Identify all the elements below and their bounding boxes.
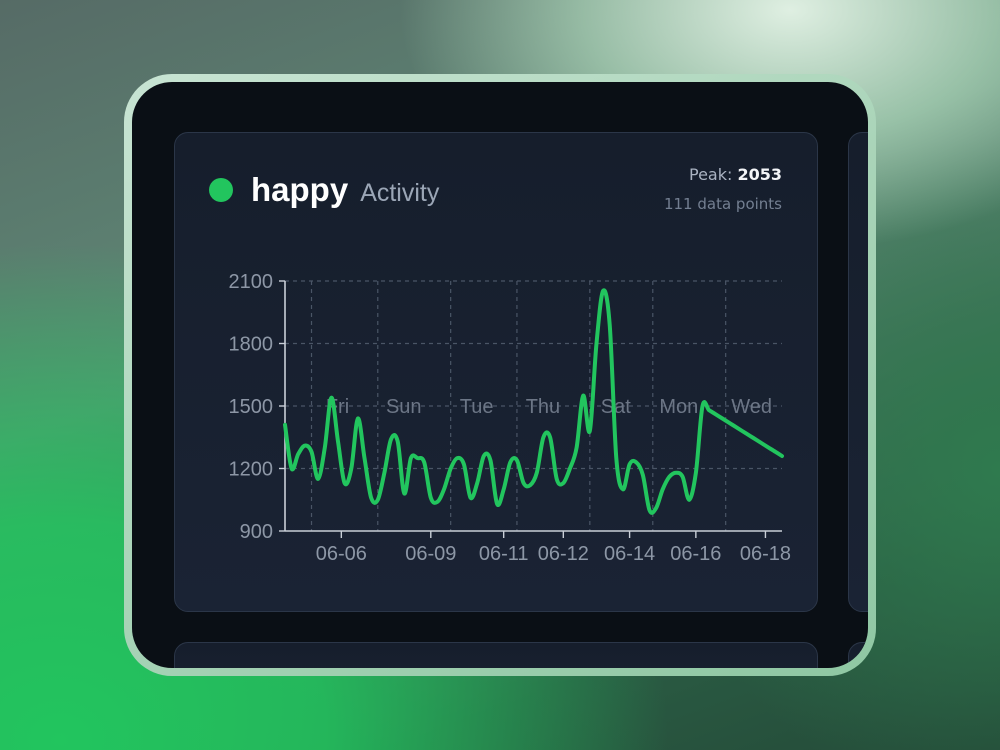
below-right-card-peek[interactable] xyxy=(848,642,868,668)
y-tick-label: 1500 xyxy=(229,396,274,418)
x-tick-label: 06-16 xyxy=(670,543,721,565)
data-points-count: 111 data points xyxy=(663,195,782,213)
x-tick-label: 06-18 xyxy=(740,543,791,565)
status-dot-icon xyxy=(209,178,233,202)
day-label: Tue xyxy=(460,396,494,418)
peak-stat: Peak: 2053 xyxy=(689,165,782,184)
x-tick-label: 06-12 xyxy=(538,543,589,565)
card-subtitle: Activity xyxy=(360,179,440,207)
device-screen: happy Activity Peak: 2053 111 data point… xyxy=(132,82,868,668)
y-tick-label: 1200 xyxy=(229,459,274,481)
x-tick-label: 06-14 xyxy=(604,543,655,565)
day-label: Mon xyxy=(659,396,698,418)
activity-card[interactable]: happy Activity Peak: 2053 111 data point… xyxy=(174,132,818,612)
next-card-peek[interactable] xyxy=(848,132,868,612)
x-tick-label: 06-06 xyxy=(316,543,367,565)
below-card-peek[interactable] xyxy=(174,642,818,668)
day-label: Sun xyxy=(386,396,422,418)
day-label: Wed xyxy=(731,396,772,418)
day-label: Thu xyxy=(526,396,560,418)
card-title: happy xyxy=(251,171,349,208)
x-tick-label: 06-11 xyxy=(479,543,529,565)
peak-value: 2053 xyxy=(737,165,782,184)
peak-label: Peak: xyxy=(688,165,733,184)
card-header: happy Activity xyxy=(209,171,439,209)
y-tick-label: 900 xyxy=(240,521,273,543)
y-tick-label: 1800 xyxy=(229,334,274,356)
y-tick-label: 2100 xyxy=(229,271,274,293)
day-label: Sat xyxy=(601,396,631,418)
x-tick-label: 06-09 xyxy=(405,543,456,565)
series-line-happy xyxy=(283,288,784,515)
